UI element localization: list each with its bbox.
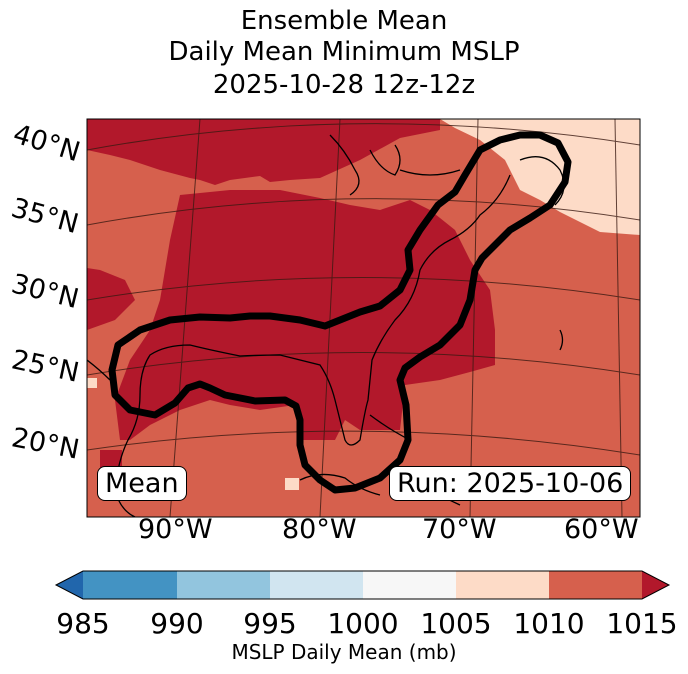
colorbar-segment-1005-1010 xyxy=(456,571,549,599)
colorbar-segment-990-995 xyxy=(177,571,270,599)
map-frame xyxy=(86,118,641,518)
lon-label-60w: 60°W xyxy=(564,514,639,545)
colorbar-segment-995-1000 xyxy=(270,571,363,599)
colorbar-tick-985: 985 xyxy=(56,607,110,640)
colorbar-tick-990: 990 xyxy=(150,607,204,640)
title-line-2: Daily Mean Minimum MSLP xyxy=(168,37,520,67)
lon-label-80w: 80°W xyxy=(282,514,357,545)
colorbar-segment-1000-1005 xyxy=(363,571,456,599)
run-date-box: Run: 2025-10-06 xyxy=(389,466,632,501)
field-1015-north xyxy=(87,119,440,185)
pressure-field xyxy=(87,119,640,517)
title-line-1: Ensemble Mean xyxy=(240,6,448,36)
colorbar-segment-985-990 xyxy=(83,571,177,599)
colorbar-tick-1010: 1010 xyxy=(513,607,585,640)
colorbar-tick-1005: 1005 xyxy=(420,607,492,640)
colorbar xyxy=(54,570,671,600)
colorbar-tick-1000: 1000 xyxy=(327,607,399,640)
low-pressure-contour xyxy=(108,131,572,494)
coastlines xyxy=(87,134,565,517)
title-line-3: 2025-10-28 12z-12z xyxy=(212,70,476,100)
colorbar-label: MSLP Daily Mean (mb) xyxy=(231,640,457,664)
field-1015-west xyxy=(87,268,135,330)
colorbar-tick-995: 995 xyxy=(243,607,297,640)
colorbar-over-arrow xyxy=(642,571,669,599)
colorbar-tick-1015: 1015 xyxy=(606,607,678,640)
mean-label-box: Mean xyxy=(97,466,187,501)
colorbar-under-arrow xyxy=(56,571,83,599)
graticule xyxy=(87,119,640,517)
lon-label-70w: 70°W xyxy=(422,514,497,545)
lon-label-90w: 90°W xyxy=(138,514,213,545)
colorbar-segment-1010-1015 xyxy=(549,571,642,599)
